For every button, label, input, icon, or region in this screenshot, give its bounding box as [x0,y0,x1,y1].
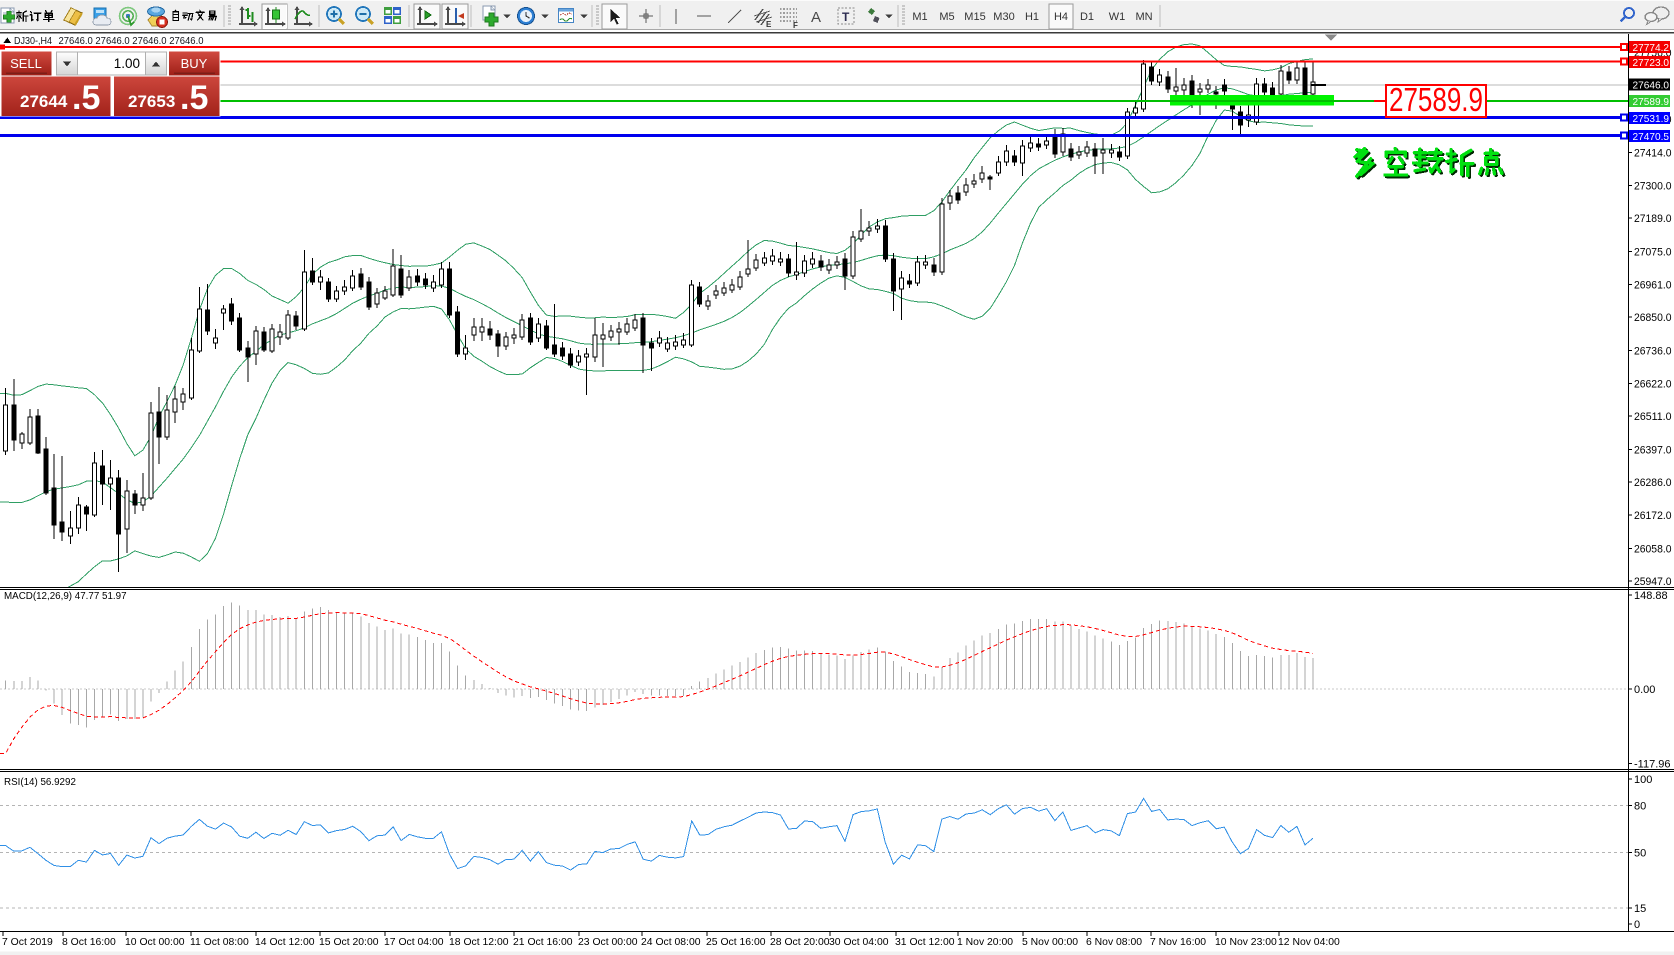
svg-text:26622.0: 26622.0 [1634,379,1672,391]
svg-text:0.00: 0.00 [1634,684,1655,696]
svg-text:50: 50 [1634,848,1646,860]
svg-text:-117.96: -117.96 [1634,759,1671,771]
svg-text:M5: M5 [939,11,954,23]
svg-text:M1: M1 [912,11,927,23]
svg-text:6 Nov 08:00: 6 Nov 08:00 [1086,937,1142,948]
svg-text:27414.0: 27414.0 [1634,147,1672,159]
svg-text:30 Oct 04:00: 30 Oct 04:00 [829,937,889,948]
svg-text:H1: H1 [1025,11,1039,23]
svg-text:8 Oct 16:00: 8 Oct 16:00 [62,937,116,948]
svg-text:0: 0 [1634,919,1640,931]
svg-text:W1: W1 [1109,11,1126,23]
svg-text:27589.9: 27589.9 [1633,96,1670,108]
svg-text:27644: 27644 [20,92,68,111]
svg-text:DJ30-,H4: DJ30-,H4 [14,36,52,47]
svg-text:27470.5: 27470.5 [1633,131,1670,143]
svg-text:1.00: 1.00 [114,56,140,71]
svg-text:27723.0: 27723.0 [1633,57,1670,69]
svg-text:26058.0: 26058.0 [1634,544,1672,556]
svg-text:A: A [811,9,821,26]
svg-text:SELL: SELL [10,56,42,71]
svg-text:MN: MN [1135,11,1152,23]
svg-text:.5: .5 [180,79,208,117]
svg-text:10 Oct 00:00: 10 Oct 00:00 [125,937,185,948]
svg-text:27774.2: 27774.2 [1633,42,1670,54]
svg-text:7 Nov 16:00: 7 Nov 16:00 [1150,937,1206,948]
svg-text:RSI(14) 56.9292: RSI(14) 56.9292 [4,777,76,788]
svg-text:T: T [842,10,850,24]
svg-text:11 Oct 08:00: 11 Oct 08:00 [190,937,249,948]
svg-text:23 Oct 00:00: 23 Oct 00:00 [578,937,638,948]
svg-text:H4: H4 [1054,11,1068,23]
svg-text:F: F [793,21,798,30]
svg-text:15: 15 [1634,903,1646,915]
svg-text:15 Oct 20:00: 15 Oct 20:00 [319,937,379,948]
svg-text:25947.0: 25947.0 [1634,576,1672,588]
svg-text:M30: M30 [993,11,1014,23]
svg-text:M15: M15 [964,11,985,23]
svg-text:26286.0: 26286.0 [1634,477,1672,489]
svg-text:27646.0 27646.0 27646.0 27646.: 27646.0 27646.0 27646.0 27646.0 [59,36,204,47]
svg-text:80: 80 [1634,801,1646,813]
svg-text:12 Nov 04:00: 12 Nov 04:00 [1278,937,1340,948]
svg-text:.5: .5 [72,79,100,117]
svg-text:26397.0: 26397.0 [1634,445,1672,457]
svg-text:100: 100 [1634,774,1652,786]
svg-text:27589.9: 27589.9 [1389,81,1483,118]
svg-text:28 Oct 20:00: 28 Oct 20:00 [770,937,830,948]
svg-text:D1: D1 [1080,11,1094,23]
svg-text:27189.0: 27189.0 [1634,213,1672,225]
svg-text:17 Oct 04:00: 17 Oct 04:00 [384,937,444,948]
svg-text:18 Oct 12:00: 18 Oct 12:00 [449,937,509,948]
svg-text:31 Oct 12:00: 31 Oct 12:00 [895,937,955,948]
svg-text:27653: 27653 [128,92,175,111]
svg-text:14 Oct 12:00: 14 Oct 12:00 [255,937,315,948]
svg-text:MACD(12,26,9) 47.77 51.97: MACD(12,26,9) 47.77 51.97 [4,591,127,602]
svg-text:E: E [766,20,772,29]
svg-text:5 Nov 00:00: 5 Nov 00:00 [1022,937,1078,948]
svg-text:27075.0: 27075.0 [1634,246,1672,258]
svg-text:27531.9: 27531.9 [1633,113,1670,125]
svg-text:148.88: 148.88 [1634,590,1668,602]
svg-text:26736.0: 26736.0 [1634,345,1672,357]
svg-text:26850.0: 26850.0 [1634,312,1672,324]
svg-text:24 Oct 08:00: 24 Oct 08:00 [641,937,701,948]
svg-text:27300.0: 27300.0 [1634,181,1672,193]
svg-text:21 Oct 16:00: 21 Oct 16:00 [513,937,573,948]
svg-text:26172.0: 26172.0 [1634,510,1672,522]
svg-text:25 Oct 16:00: 25 Oct 16:00 [706,937,766,948]
svg-text:BUY: BUY [181,56,208,71]
svg-text:10 Nov 23:00: 10 Nov 23:00 [1215,937,1277,948]
svg-text:1 Nov 20:00: 1 Nov 20:00 [957,937,1013,948]
svg-text:26511.0: 26511.0 [1634,411,1672,423]
svg-text:27646.0: 27646.0 [1633,80,1670,92]
svg-text:7 Oct 2019: 7 Oct 2019 [2,937,53,948]
svg-text:26961.0: 26961.0 [1634,280,1672,292]
